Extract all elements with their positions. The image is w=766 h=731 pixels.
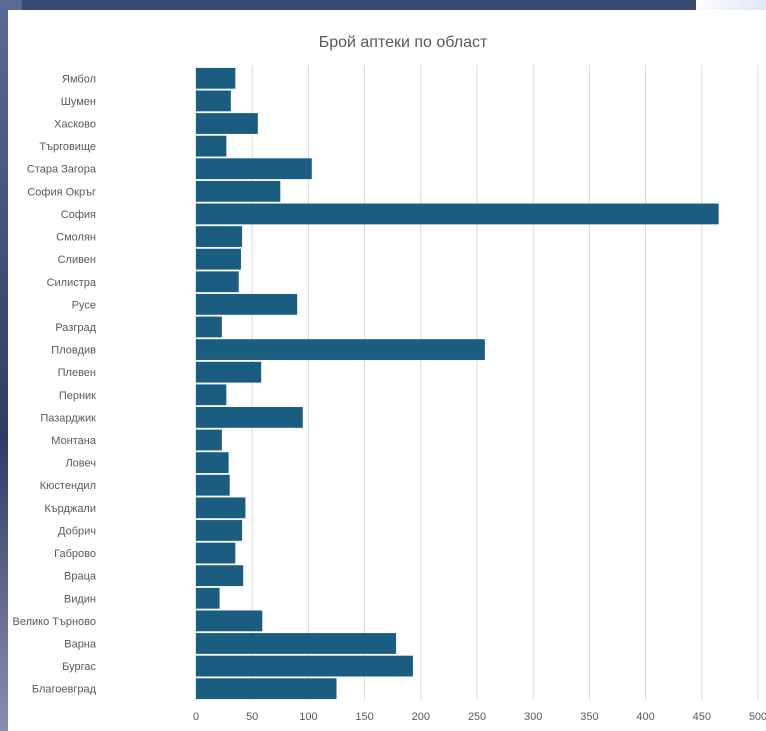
- bar-22: [196, 565, 244, 587]
- category-label: Велико Търново: [12, 616, 96, 628]
- bar-5: [196, 180, 281, 202]
- bar-20: [196, 520, 243, 541]
- bar-8: [196, 248, 241, 270]
- category-label: Хасково: [54, 119, 96, 131]
- category-label: Ловеч: [65, 458, 96, 470]
- category-label: Перник: [59, 390, 96, 402]
- bar-27: [196, 678, 337, 700]
- bar-0: [196, 67, 236, 89]
- x-tick-label: 350: [580, 711, 598, 723]
- category-label: Видин: [64, 593, 96, 605]
- bar-14: [196, 384, 227, 406]
- category-label: Кюстендил: [40, 480, 96, 492]
- x-tick-label: 300: [524, 711, 542, 723]
- category-label: Варна: [64, 638, 97, 650]
- x-tick-label: 100: [299, 711, 317, 723]
- category-label: Плевен: [58, 367, 96, 379]
- bar-12: [196, 339, 485, 360]
- bar-7: [196, 226, 243, 247]
- bar-1: [196, 90, 231, 112]
- bar-21: [196, 542, 236, 564]
- category-label: Смолян: [56, 232, 96, 244]
- bar-9: [196, 271, 239, 293]
- bar-chart: 0 50 100 150 200 250 300 350 400 450 500 Ямбол Шумен…: [12, 65, 766, 723]
- category-label: Силистра: [47, 277, 97, 289]
- bar-15: [196, 407, 303, 428]
- chart-title: Брой аптеки по област: [318, 34, 488, 51]
- category-label: Разград: [55, 322, 96, 334]
- bar-17: [196, 452, 229, 474]
- x-tick-label: 250: [468, 711, 486, 723]
- x-tick-label: 400: [636, 711, 654, 723]
- category-label: Враца: [64, 571, 97, 583]
- category-label: Добрич: [58, 525, 96, 537]
- chart-card: Брой аптеки по област 0 50 100 150 200 250 300…: [8, 10, 766, 731]
- category-label: Габрово: [54, 548, 96, 560]
- category-label: Бургас: [62, 661, 96, 673]
- x-tick-label: 500: [749, 711, 766, 723]
- bar-10: [196, 293, 298, 315]
- category-label: София Окръг: [27, 186, 96, 198]
- category-label: Пазарджик: [40, 412, 96, 424]
- bar-23: [196, 587, 220, 609]
- x-tick-label: 50: [246, 711, 258, 723]
- bar-4: [196, 158, 312, 180]
- x-tick-label: 450: [693, 711, 711, 723]
- category-label: Благоевград: [32, 684, 97, 696]
- category-label: Сливен: [58, 254, 96, 266]
- bar-26: [196, 655, 413, 677]
- x-tick-label: 200: [412, 711, 430, 723]
- bar-2: [196, 113, 258, 134]
- bar-6: [196, 203, 719, 225]
- bar-18: [196, 474, 230, 496]
- bar-19: [196, 497, 246, 519]
- category-label: Шумен: [61, 96, 96, 108]
- bar-16: [196, 429, 222, 451]
- bar-3: [196, 135, 227, 157]
- category-label: Кърджали: [44, 503, 96, 515]
- category-label: София: [61, 209, 96, 221]
- bar-13: [196, 361, 262, 383]
- category-label: Монтана: [51, 435, 97, 447]
- bar-11: [196, 316, 222, 338]
- category-label: Пловдив: [51, 345, 96, 357]
- x-tick-label: 0: [193, 711, 199, 723]
- x-tick-label: 150: [355, 711, 373, 723]
- category-label: Ямбол: [62, 73, 96, 85]
- category-label: Русе: [72, 299, 96, 311]
- category-label: Търговище: [39, 141, 96, 153]
- bar-24: [196, 610, 263, 632]
- bar-25: [196, 633, 397, 654]
- category-label: Стара Загора: [27, 164, 97, 176]
